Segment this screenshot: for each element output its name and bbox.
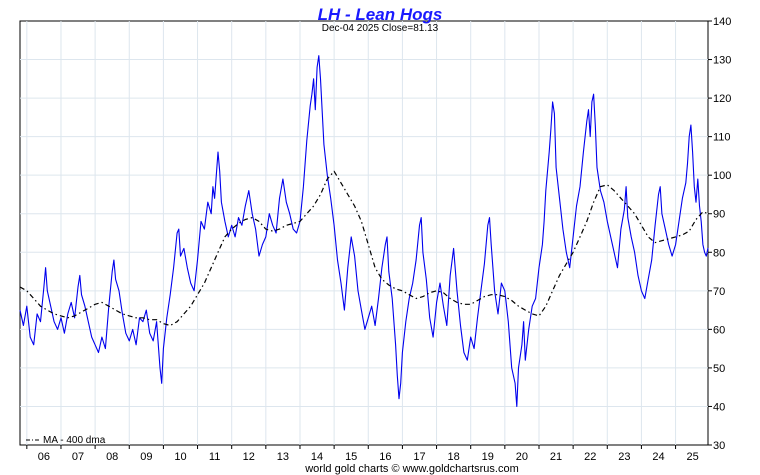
x-tick-label: 06 — [38, 451, 50, 463]
x-tick-label: 13 — [277, 451, 289, 463]
y-axis: 30 40 50 60 70 80 90 100 110 120 130 140 — [708, 16, 731, 452]
x-tick-label: 22 — [584, 451, 596, 463]
y-tick-label: 90 — [713, 209, 725, 221]
y-tick-label: 50 — [713, 363, 725, 375]
y-tick-label: 130 — [713, 55, 731, 67]
x-tick-label: 14 — [311, 451, 323, 463]
x-tick-label: 17 — [413, 451, 425, 463]
x-tick-label: 12 — [243, 451, 255, 463]
legend: MA - 400 dma — [26, 435, 106, 446]
y-tick-label: 30 — [713, 440, 725, 452]
x-tick-label: 19 — [482, 451, 494, 463]
x-tick-label: 23 — [618, 451, 630, 463]
plot-area — [19, 20, 709, 446]
series-lean-hogs-line — [19, 55, 709, 408]
x-tick-label: 10 — [174, 451, 186, 463]
y-tick-label: 100 — [713, 170, 731, 182]
x-tick-label: 18 — [448, 451, 460, 463]
x-tick-label: 20 — [516, 451, 528, 463]
footer-credit: world gold charts © www.goldchartsrus.co… — [304, 463, 519, 475]
y-tick-label: 120 — [713, 93, 731, 105]
y-tick-label: 140 — [713, 16, 731, 28]
x-tick-label: 21 — [550, 451, 562, 463]
y-tick-label: 40 — [713, 401, 725, 413]
y-tick-label: 70 — [713, 286, 725, 298]
y-tick-label: 110 — [713, 132, 731, 144]
x-tick-label: 24 — [652, 451, 664, 463]
chart-title: LH - Lean Hogs — [318, 5, 443, 24]
x-tick-label: 15 — [345, 451, 357, 463]
legend-ma-label: MA - 400 dma — [43, 435, 106, 446]
series-layer — [19, 55, 709, 408]
x-tick-label: 25 — [687, 451, 699, 463]
y-tick-label: 60 — [713, 324, 725, 336]
x-axis: 06 07 08 09 10 11 12 13 14 15 16 17 18 19 20 21 22 23 24 25 — [26, 445, 699, 463]
chart-subtitle: Dec-04 2025 Close=81.13 — [322, 23, 439, 34]
x-tick-label: 11 — [209, 451, 220, 463]
y-tick-label: 80 — [713, 247, 725, 259]
x-tick-label: 07 — [72, 451, 84, 463]
x-tick-label: 16 — [379, 451, 391, 463]
x-tick-label: 09 — [140, 451, 152, 463]
x-tick-label: 08 — [106, 451, 118, 463]
